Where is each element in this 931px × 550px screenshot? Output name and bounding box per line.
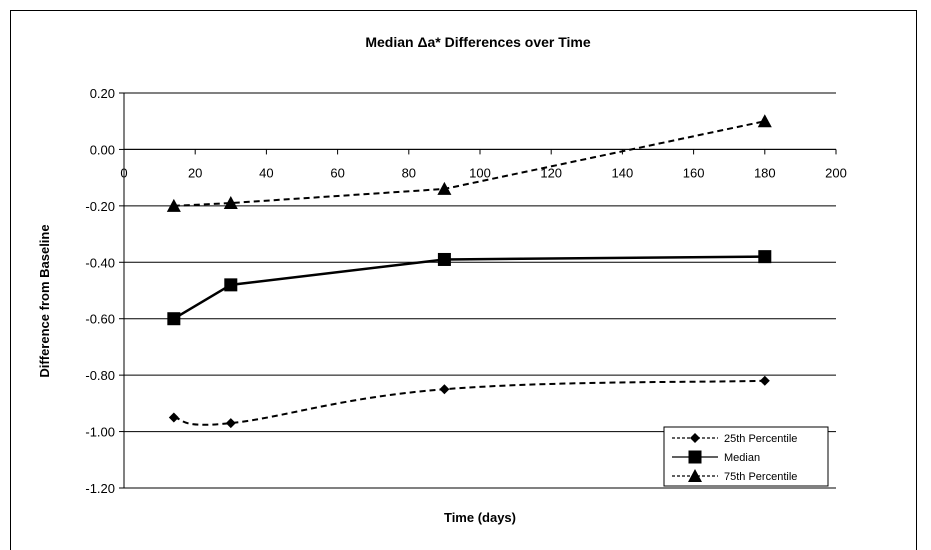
x-tick-label: 0	[120, 165, 127, 180]
y-axis-ticks: 0.20 0.00 -0.20 -0.40 -0.60 -0.80 -1.00 -1.20	[85, 86, 124, 496]
data-point-75th-percentile	[223, 196, 238, 210]
y-tick-label: 0.00	[90, 142, 115, 157]
data-point-median	[167, 312, 181, 326]
y-tick-label: -1.20	[85, 481, 115, 496]
legend-marker-75th-percentile	[688, 469, 702, 482]
y-tick-label: -1.00	[85, 425, 115, 440]
chart-title: Median Δa* Differences over Time	[365, 34, 591, 50]
data-point-25th-percentile	[168, 412, 179, 423]
x-tick-label: 120	[540, 165, 562, 180]
line-chart: Median Δa* Differences over Time 0.20 0.0…	[37, 34, 847, 525]
x-axis-ticks: 0 20 40 60 80 100 120 140 160 180 200	[120, 149, 847, 180]
y-tick-label: -0.60	[85, 312, 115, 327]
data-point-25th-percentile	[439, 384, 450, 395]
x-tick-label: 100	[469, 165, 491, 180]
x-tick-label: 180	[754, 165, 776, 180]
data-point-75th-percentile	[166, 198, 181, 212]
legend-label-25th-percentile: 25th Percentile	[724, 433, 797, 445]
data-point-25th-percentile	[225, 418, 236, 429]
series-25th-percentile	[168, 375, 770, 429]
x-tick-label: 60	[330, 165, 344, 180]
series-line-median	[173, 255, 765, 320]
series-layer	[166, 114, 772, 429]
data-point-median	[224, 278, 238, 292]
series-line-25th-percentile	[173, 379, 765, 426]
x-tick-label: 40	[259, 165, 273, 180]
data-point-75th-percentile	[757, 114, 772, 128]
x-axis-label: Time (days)	[444, 510, 516, 525]
legend: 25th Percentile Median 75th Percentile	[663, 426, 829, 487]
y-tick-label: -0.40	[85, 255, 115, 270]
x-tick-label: 140	[612, 165, 634, 180]
y-tick-label: -0.20	[85, 199, 115, 214]
y-tick-label: 0.20	[90, 86, 115, 101]
series-median	[167, 250, 772, 326]
x-tick-label: 160	[683, 165, 705, 180]
data-point-median	[758, 250, 772, 264]
y-axis-label: Difference from Baseline	[37, 224, 52, 377]
legend-marker-25th-percentile	[690, 433, 700, 443]
data-point-25th-percentile	[759, 375, 770, 386]
chart-frame	[10, 10, 917, 550]
series-75th-percentile	[166, 114, 772, 212]
data-point-75th-percentile	[437, 181, 452, 195]
data-point-median	[437, 252, 451, 266]
x-tick-label: 80	[402, 165, 416, 180]
x-tick-label: 200	[825, 165, 847, 180]
x-tick-label: 20	[188, 165, 202, 180]
legend-label-median: Median	[724, 452, 760, 464]
legend-marker-median	[688, 450, 702, 464]
series-line-75th-percentile	[173, 120, 766, 207]
y-tick-label: -0.80	[85, 368, 115, 383]
legend-label-75th-percentile: 75th Percentile	[724, 471, 797, 483]
